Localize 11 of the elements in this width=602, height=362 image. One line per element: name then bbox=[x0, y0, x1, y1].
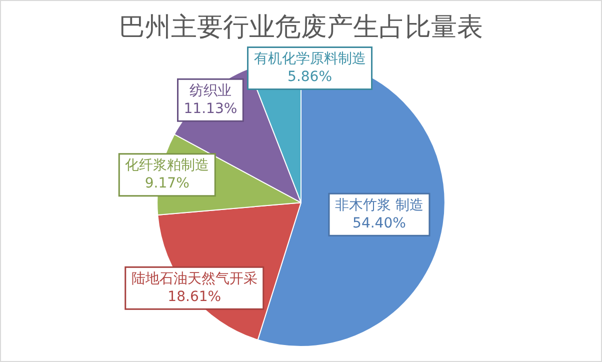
data-label: 9.17% bbox=[144, 176, 190, 192]
data-label: 11.13% bbox=[184, 100, 238, 117]
data-label: 5.86% bbox=[288, 68, 332, 85]
slice-label: 有机化学原料制造 bbox=[254, 50, 366, 67]
data-label: 18.61% bbox=[168, 288, 222, 305]
data-label: 54.40% bbox=[352, 215, 406, 232]
slice-label: 非木竹浆 制造 bbox=[335, 197, 424, 214]
slice-label: 纺织业 bbox=[189, 82, 232, 99]
chart-title: 巴州主要行业危废产生占比量表 bbox=[119, 12, 483, 42]
slice-label: 陆地石油天然气开采 bbox=[131, 270, 258, 287]
slice-label: 化纤浆粕制造 bbox=[125, 158, 210, 174]
